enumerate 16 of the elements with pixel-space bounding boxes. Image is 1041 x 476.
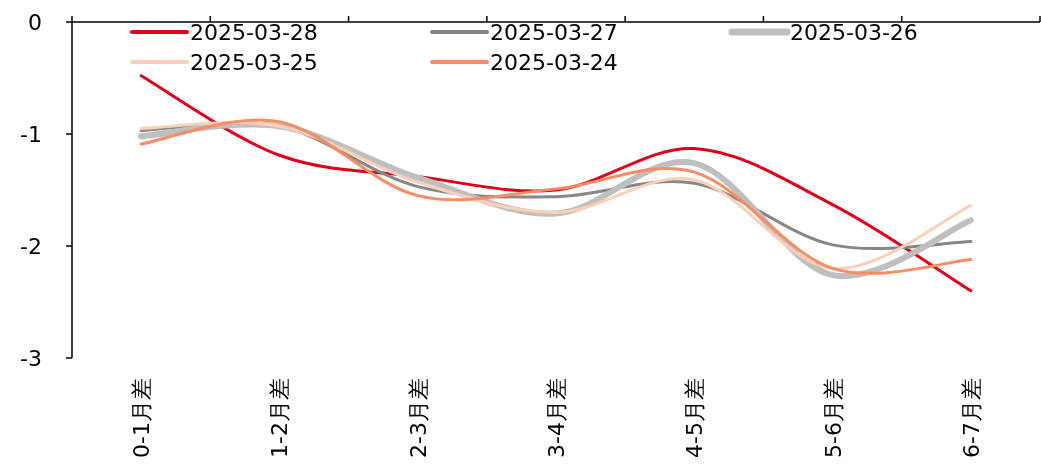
x-tick-label: 5-6月差 — [820, 378, 846, 458]
legend-label: 2025-03-24 — [490, 49, 618, 75]
y-tick-label: -1 — [20, 121, 42, 147]
x-tick-label: 0-1月差 — [129, 378, 155, 458]
legend-label: 2025-03-25 — [190, 49, 318, 75]
legend-label: 2025-03-28 — [190, 19, 318, 45]
y-tick-label: -3 — [20, 345, 42, 371]
legend-label: 2025-03-27 — [490, 19, 618, 45]
x-tick-label: 1-2月差 — [267, 378, 293, 458]
legend-label: 2025-03-26 — [790, 19, 918, 45]
y-tick-label: 0 — [28, 9, 42, 35]
y-tick-label: -2 — [20, 233, 42, 259]
x-tick-label: 6-7月差 — [958, 378, 984, 458]
x-tick-label: 4-5月差 — [682, 378, 708, 458]
x-tick-label: 2-3月差 — [405, 378, 431, 458]
x-tick-label: 3-4月差 — [544, 378, 569, 458]
